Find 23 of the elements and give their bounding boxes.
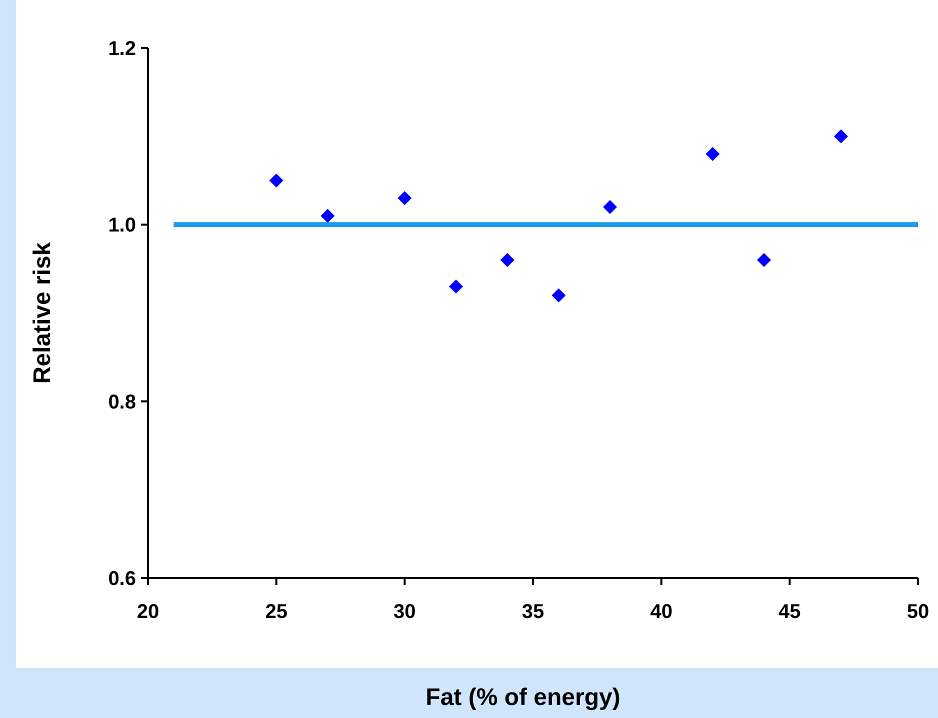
- x-tick-label: 45: [778, 601, 801, 623]
- x-tick-label: 35: [522, 601, 544, 623]
- point: [757, 253, 771, 267]
- x-tick-label: 30: [394, 601, 416, 623]
- point: [449, 280, 463, 294]
- point: [320, 208, 335, 223]
- point: [834, 129, 848, 144]
- y-tick-label: 0.6: [108, 568, 136, 590]
- x-axis-title: Fat (% of energy): [426, 684, 620, 711]
- point: [269, 174, 284, 188]
- x-tick-label: 50: [906, 601, 930, 623]
- point: [552, 288, 566, 302]
- point: [603, 200, 617, 214]
- point: [500, 253, 514, 267]
- point: [706, 147, 720, 161]
- y-axis-title: Relative risk: [29, 242, 56, 384]
- point: [398, 191, 412, 206]
- y-tick-label: 1.0: [108, 214, 136, 237]
- x-tick-label: 40: [650, 601, 672, 623]
- x-tick-label: 25: [265, 601, 288, 623]
- y-tick-label: 1.2: [108, 38, 136, 60]
- y-tick-label: 0.8: [108, 391, 136, 414]
- x-tick-label: 20: [136, 601, 160, 623]
